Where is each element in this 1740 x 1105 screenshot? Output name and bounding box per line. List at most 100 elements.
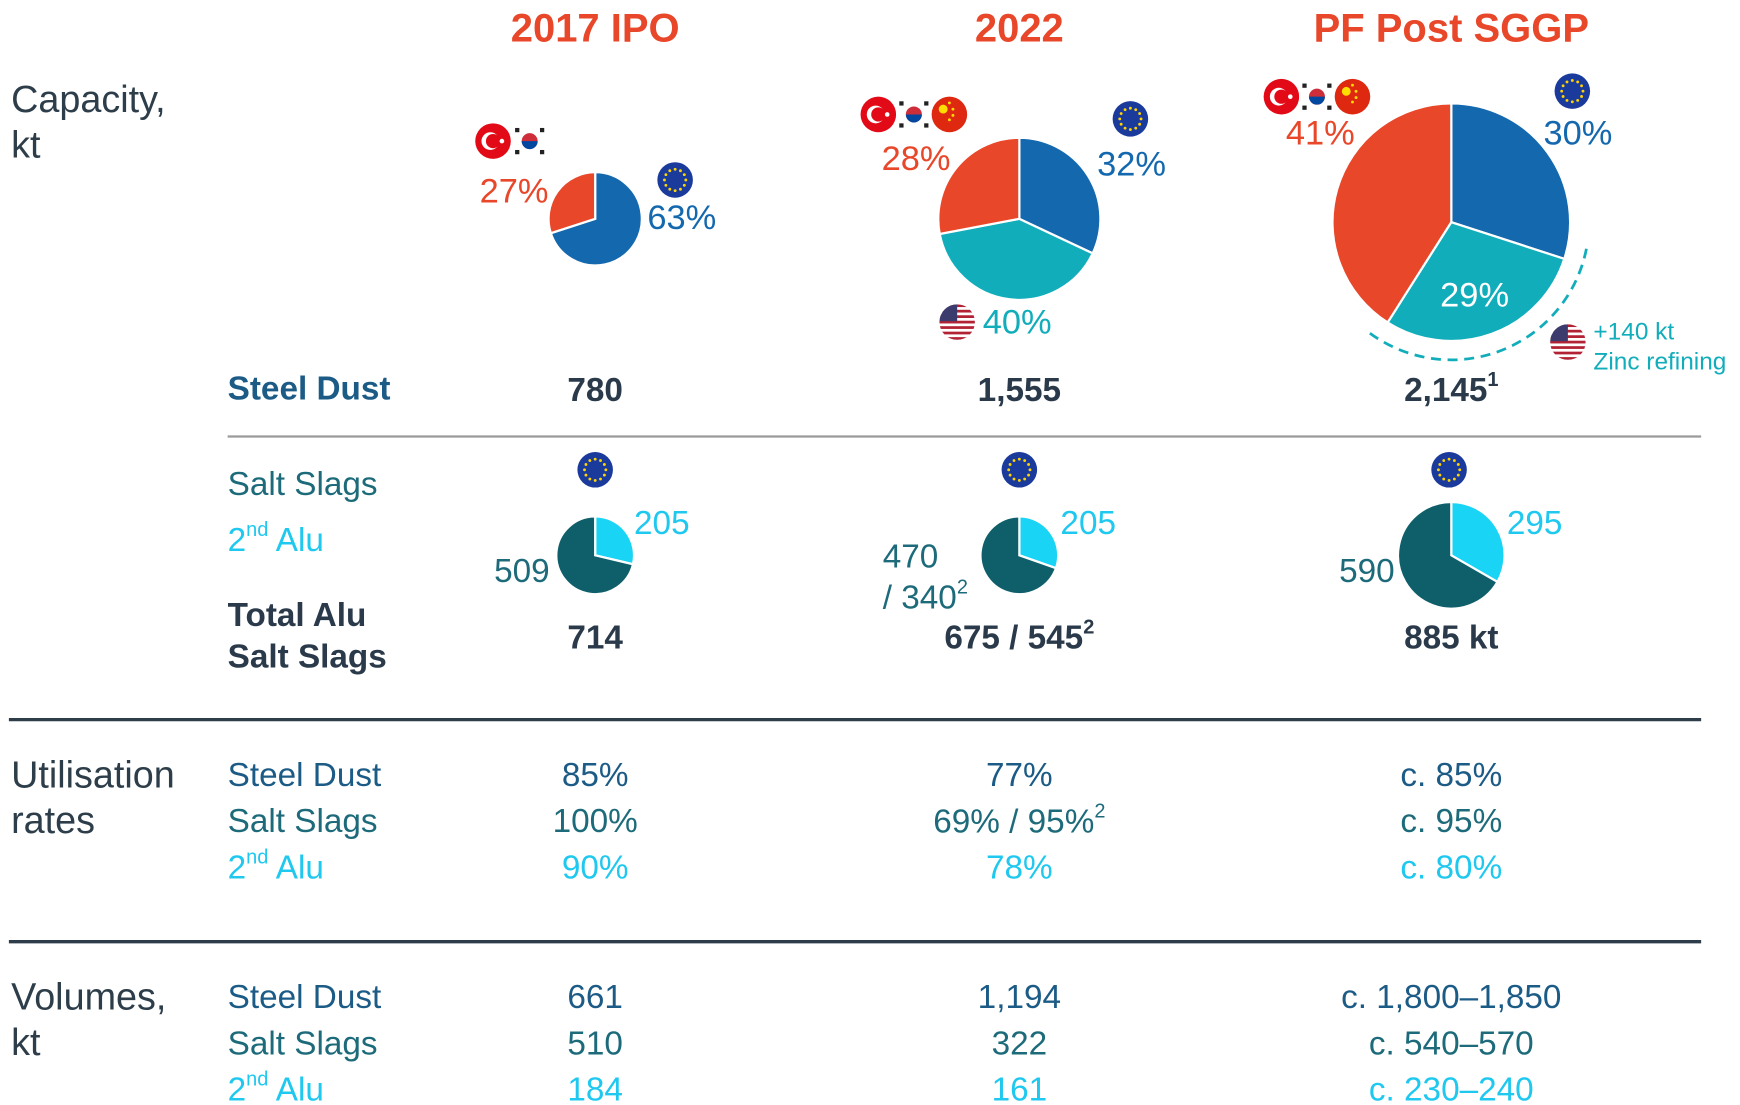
flag-us-stripe	[939, 326, 975, 329]
flag-star	[1565, 80, 1569, 84]
salt-total: 885 kt	[1404, 619, 1498, 656]
flag-us-stripe	[939, 331, 975, 335]
cell: 322	[992, 1025, 1048, 1062]
section-label: kt	[11, 1021, 41, 1063]
cell: 161	[992, 1071, 1048, 1105]
text-part: 2	[957, 577, 968, 599]
slice-label: 205	[1060, 505, 1116, 542]
text-part: nd	[246, 1069, 268, 1091]
text-part: 2	[228, 1071, 247, 1105]
text-part: 1	[1487, 369, 1498, 391]
row-label: 2nd Alu	[228, 847, 324, 887]
flag-moon	[871, 107, 886, 122]
cell: 90%	[562, 849, 629, 886]
flag-eu	[1554, 73, 1591, 109]
flag-eu	[1001, 452, 1038, 488]
flag-star	[1438, 473, 1442, 477]
flag-star	[1139, 117, 1143, 121]
row-label: Total Alu	[228, 597, 367, 634]
flag-eu	[577, 452, 613, 488]
flag-us-stripe	[1550, 351, 1586, 355]
pie-slice	[549, 171, 643, 267]
row-label: Salt Slags	[228, 803, 378, 840]
flag-star	[1560, 89, 1564, 93]
row-label: 2nd Alu	[228, 1069, 324, 1105]
pie-slice	[1396, 500, 1499, 610]
pie-slice	[1450, 102, 1572, 261]
flag-kr-bar	[1327, 83, 1332, 88]
row-label: Steel Dust	[228, 371, 391, 408]
flag-star	[1138, 122, 1142, 126]
flag-eu	[1112, 101, 1149, 137]
flag-star	[673, 189, 677, 193]
text-part: 2	[228, 522, 247, 559]
flag-star	[593, 457, 597, 461]
bracket-arc	[1367, 248, 1588, 362]
flag-kr-bar	[515, 149, 520, 155]
flag-star	[1119, 112, 1123, 115]
flag-star	[884, 112, 890, 117]
flag-star	[1561, 84, 1565, 88]
flag-star	[1452, 459, 1456, 462]
flag-star	[1442, 477, 1446, 481]
cell: c. 540–570	[1369, 1025, 1534, 1062]
flag-us-stripe	[1550, 340, 1586, 344]
flag-star	[588, 477, 592, 481]
row-label: Salt Slags	[228, 466, 378, 503]
slice-label: 30%	[1543, 115, 1612, 153]
flag-star	[1576, 98, 1580, 102]
slice-label: 590	[1339, 553, 1395, 590]
flag-star	[599, 477, 602, 481]
flag-star	[1023, 459, 1027, 462]
flag-kr-bar	[539, 149, 545, 155]
flag-star	[1134, 108, 1138, 112]
salt-total: 714	[567, 619, 623, 656]
text-part: Alu	[268, 1071, 324, 1105]
flag-star	[664, 183, 668, 187]
row-label: Steel Dust	[228, 757, 382, 794]
flag-star	[1287, 94, 1293, 99]
flag-star	[668, 169, 672, 173]
cell: c. 95%	[1400, 803, 1502, 840]
flag-star	[599, 459, 602, 462]
flag-star	[1351, 83, 1354, 87]
flag-star	[1456, 473, 1460, 477]
column-title: 2022	[975, 7, 1064, 51]
flag-kr-bar	[515, 127, 520, 133]
flag-cn	[931, 96, 968, 133]
flag-kr-blue	[1308, 96, 1325, 105]
flag-star	[1452, 477, 1456, 481]
flag-star	[1581, 89, 1585, 93]
flag-star	[1565, 98, 1569, 102]
flag-star	[682, 183, 686, 187]
text-part: 675 / 545	[944, 619, 1083, 656]
flag-kr-blue	[905, 114, 922, 123]
row-label: 2nd Alu	[228, 519, 324, 559]
flag-star	[584, 463, 588, 466]
text-part: 2	[1083, 617, 1094, 639]
flag-star	[588, 459, 592, 462]
pie-slice	[555, 515, 635, 596]
pie-slice	[547, 171, 597, 235]
section-label: Capacity,	[11, 78, 166, 120]
flag-star	[947, 101, 951, 105]
flag-star	[1138, 112, 1142, 115]
flag-cn	[1334, 78, 1371, 115]
flag-kr-bar	[899, 101, 904, 106]
cell: 77%	[986, 757, 1053, 794]
cell: 78%	[986, 849, 1053, 886]
flag-star	[1023, 477, 1027, 481]
flag-us	[939, 304, 975, 340]
flag-star	[947, 118, 951, 122]
pie-slice	[594, 515, 636, 566]
flag-star	[1354, 96, 1358, 99]
pie-slice	[1018, 515, 1060, 570]
flag-star	[602, 473, 606, 477]
flag-kr-bar	[1327, 105, 1332, 110]
flag-star	[679, 187, 682, 191]
flag-star	[602, 463, 606, 466]
flag-star	[663, 178, 666, 182]
section-label: rates	[11, 799, 95, 841]
text-part: nd	[246, 519, 268, 541]
